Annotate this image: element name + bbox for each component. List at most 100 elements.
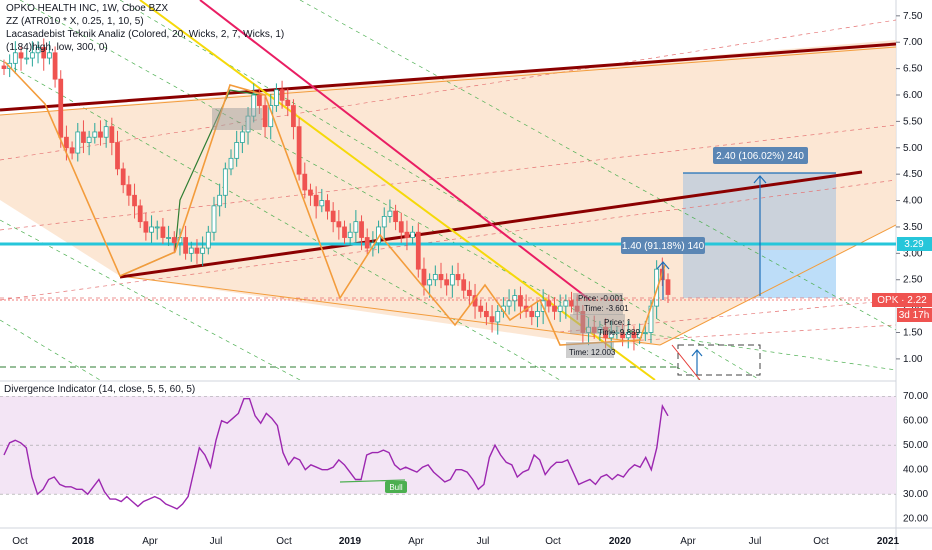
candle-body (69, 147, 75, 154)
candle-body (342, 226, 347, 238)
candle-body (160, 226, 166, 238)
price-tick-label: 3.00 (903, 248, 923, 259)
bull-divergence-line (339, 479, 406, 483)
time-tick-label: Jul (477, 536, 490, 547)
time-tick-label: Oct (545, 536, 561, 547)
time-tick-label: Jul (210, 536, 223, 547)
note-price-2: Price: 1 (604, 318, 632, 327)
svg-text:Bull: Bull (389, 483, 403, 492)
svg-text:3d 17h: 3d 17h (899, 310, 930, 321)
candle-body (557, 305, 563, 312)
candle-body (52, 52, 58, 80)
candle-body (336, 221, 342, 228)
time-tick-label: 2021 (877, 536, 900, 547)
time-tick-label: Apr (408, 536, 424, 547)
note-price-1: Price: -0.001 (578, 294, 624, 303)
candle-body (29, 52, 35, 59)
zigzag-line (4, 61, 666, 346)
candle-body (205, 231, 211, 249)
candle-body (171, 237, 177, 244)
candle-body (489, 316, 495, 323)
candle-body (302, 173, 308, 191)
indicator-tick-label: 70.00 (903, 391, 928, 402)
candle-body (625, 332, 631, 339)
bull-tag: Bull (385, 481, 407, 493)
legend-zz[interactable]: ZZ (ATR010 * X, 0.25, 1, 10, 5) (6, 16, 144, 27)
candle-body (455, 274, 461, 281)
candle-body (228, 157, 234, 170)
time-axis[interactable]: Oct 2018 Apr Jul Oct 2019 Apr Jul Oct 2020 Apr Jul O… (12, 536, 899, 547)
price-tick-label: 1.50 (903, 328, 923, 339)
dashed-projection-box (677, 344, 761, 376)
candle-body (58, 78, 64, 138)
candle-body (200, 247, 206, 254)
candle-body (126, 184, 132, 196)
time-tick-label: 2020 (609, 536, 632, 547)
note-box-3 (566, 342, 614, 358)
indicator-axis[interactable]: 20.00 30.00 40.00 50.00 60.00 70.00 (903, 391, 928, 524)
yellow-trendline (139, 0, 656, 380)
candle-body (188, 247, 194, 254)
candle-body (506, 300, 512, 307)
price-tick-label: 6.50 (903, 64, 923, 75)
candle-body (86, 136, 92, 143)
svg-text:3.29: 3.29 (904, 239, 924, 250)
candle-body (313, 194, 319, 207)
time-tick-label: Apr (142, 536, 158, 547)
measure-label-1-text: 2.40 (106.02%) 240 (716, 151, 804, 162)
candle-body (642, 332, 648, 334)
candle-body (64, 136, 69, 149)
gray-note-box (212, 108, 262, 130)
candle-body (120, 168, 126, 186)
candle-body (222, 168, 228, 196)
time-tick-label: 2019 (339, 536, 362, 547)
indicator-tick-label: 20.00 (903, 514, 928, 525)
wedge-top (0, 46, 896, 116)
time-tick-label: Oct (12, 536, 28, 547)
candle-body (98, 131, 103, 138)
time-tick-label: Apr (680, 536, 696, 547)
candle-body (239, 131, 245, 143)
candle-body (115, 142, 120, 170)
candle-body (466, 289, 472, 296)
candle-body (381, 215, 387, 228)
red-projection-line (671, 344, 701, 380)
candle-body (535, 310, 540, 318)
candle-body (18, 52, 24, 59)
candle-body (415, 231, 421, 270)
level-badge: 3.29 (897, 237, 932, 251)
indicator-tick-label: 40.00 (903, 465, 928, 476)
candle-body (1, 65, 7, 70)
candle-body (478, 305, 484, 312)
legend-lacasadebist[interactable]: Lacasadebist Teknik Analiz (Colored, 20,… (6, 29, 285, 40)
candle-body (393, 210, 398, 223)
candle-body (262, 105, 268, 128)
measure-label-2[interactable]: 1.40 (91.18%) 140 (621, 237, 705, 254)
svg-text:OPK · 2.22: OPK · 2.22 (877, 295, 927, 306)
candle-body (330, 210, 336, 223)
candle-body (308, 189, 313, 196)
measure-label-1[interactable]: 2.40 (106.02%) 240 (713, 147, 808, 164)
measure-label-2-text: 1.40 (91.18%) 140 (622, 241, 705, 252)
price-tick-label: 2.50 (903, 275, 923, 286)
candle-body (75, 131, 81, 154)
candle-body (421, 268, 427, 286)
indicator-legend[interactable]: Divergence Indicator (14, close, 5, 5, 6… (4, 384, 196, 395)
measure-arrows (656, 172, 836, 375)
candle-body (444, 279, 450, 286)
candle-body (149, 226, 154, 233)
price-tick-label: 3.50 (903, 222, 923, 233)
candle-body (552, 305, 557, 312)
candle-body (484, 310, 489, 318)
indicator-tick-label: 30.00 (903, 489, 928, 500)
legend-third[interactable]: (1.84)high, low, 300, 0) (6, 42, 108, 53)
candle-body (631, 332, 637, 339)
channel-top (0, 42, 896, 112)
candle-body (438, 274, 444, 281)
candle-body (665, 279, 671, 295)
time-tick-label: Oct (813, 536, 829, 547)
chart-legend[interactable]: OPKO HEALTH INC, 1W, Cboe BZX ZZ (ATR010… (6, 2, 284, 54)
candle-body (512, 295, 518, 302)
candle-body (546, 300, 552, 307)
